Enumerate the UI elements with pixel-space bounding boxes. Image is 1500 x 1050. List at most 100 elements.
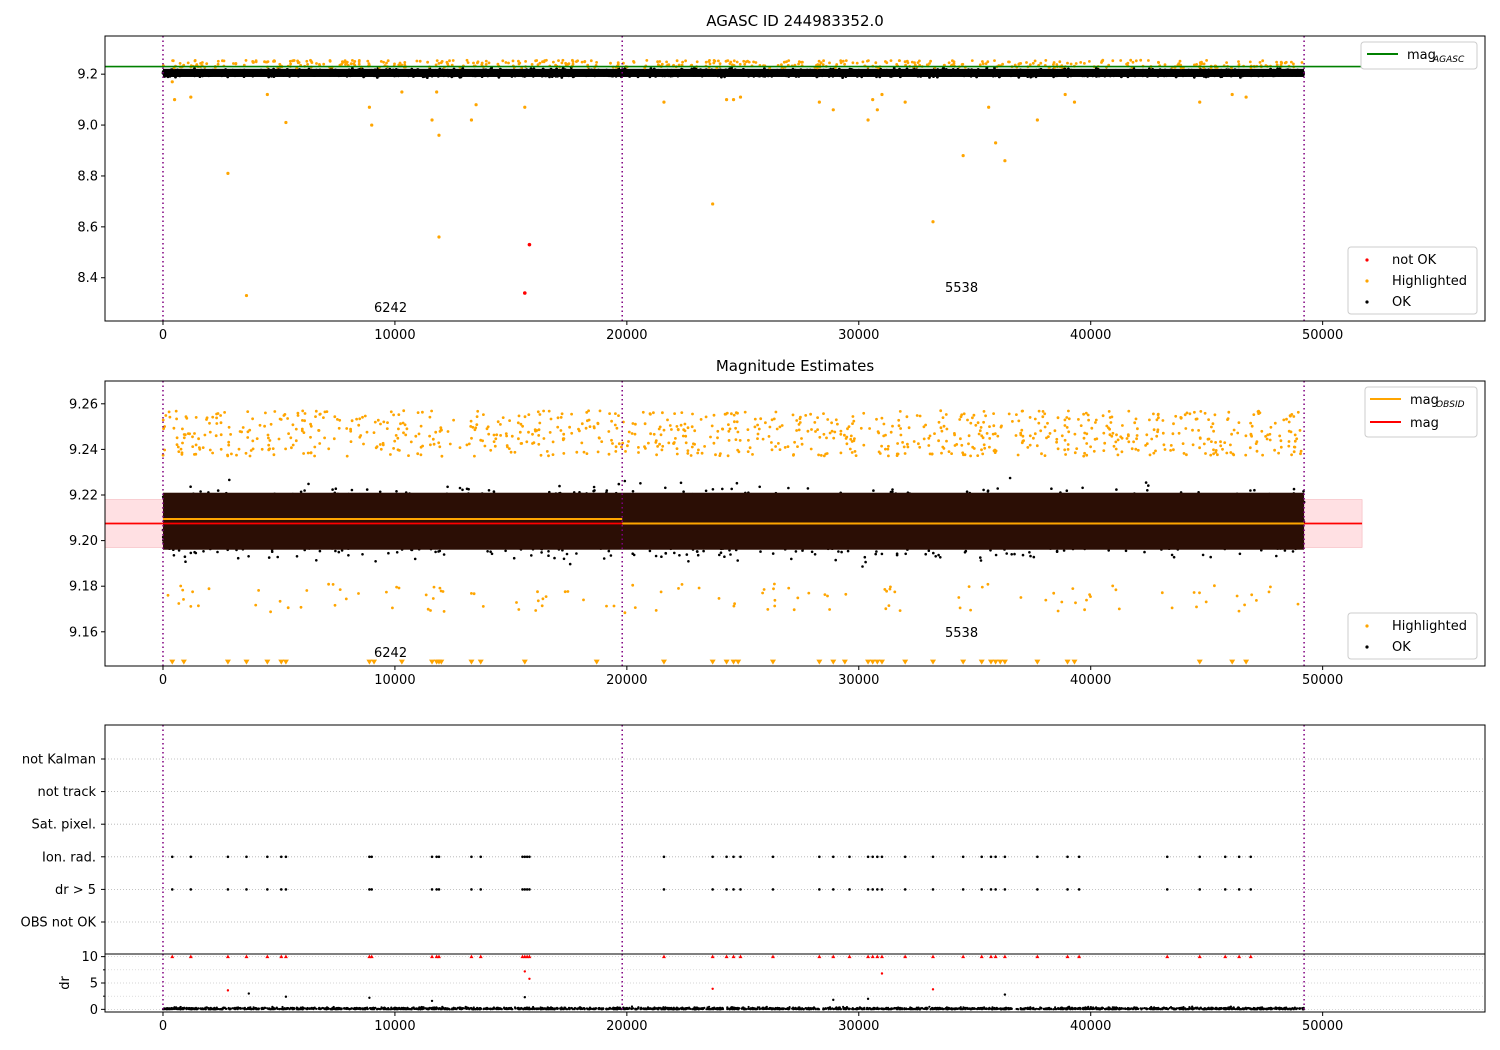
highlighted-point (738, 95, 743, 99)
highlighted-point (1028, 63, 1032, 66)
ok-point (446, 485, 449, 489)
ok-point (623, 479, 627, 483)
highlighted-point (1290, 60, 1293, 64)
highlighted-point (310, 61, 314, 64)
highlighted-point (538, 61, 542, 65)
highlighted-point (1283, 61, 1287, 65)
highlighted-point (557, 59, 560, 62)
highlighted-point (1035, 118, 1039, 122)
highlighted-point (178, 62, 182, 65)
highlighted-point (437, 235, 441, 239)
highlighted-point (524, 60, 527, 63)
highlighted-point (474, 103, 478, 107)
highlighted-point (340, 62, 343, 66)
ok-point (711, 488, 715, 491)
highlighted-point (1066, 61, 1069, 65)
ok-point (617, 482, 621, 486)
highlighted-point (170, 80, 174, 84)
highlighted-point (656, 60, 659, 64)
highlighted-point (511, 59, 515, 63)
legend-label-highlighted-top: Highlighted (1392, 274, 1467, 289)
highlighted-point (895, 63, 899, 66)
highlighted-point (735, 60, 739, 64)
highlighted-point (484, 63, 488, 66)
highlighted-point (782, 60, 786, 64)
highlighted-point (403, 61, 407, 64)
highlighted-point (717, 59, 720, 63)
highlighted-point (1119, 59, 1123, 62)
chart-title-agasc: AGASC ID 244983352.0 (706, 12, 884, 30)
highlighted-point (742, 59, 746, 63)
ok-point (592, 485, 596, 489)
highlighted-point (172, 98, 177, 102)
agasc-y-tick-label: 9.2 (77, 68, 98, 83)
agasc-x-tick-label: 50000 (1302, 328, 1343, 343)
highlighted-point (561, 58, 565, 62)
highlighted-point (263, 60, 266, 64)
highlighted-point (981, 60, 984, 63)
highlighted-point (367, 62, 371, 66)
highlighted-point (645, 59, 649, 62)
legend-label-mag: mag (1407, 48, 1436, 63)
highlighted-point (476, 61, 479, 65)
highlighted-point (1134, 59, 1138, 63)
highlighted-point (828, 61, 831, 65)
highlighted-point (1261, 59, 1265, 63)
highlighted-point (831, 108, 835, 112)
agasc-x-tick-label: 20000 (606, 328, 647, 343)
highlighted-point (545, 58, 548, 62)
highlighted-point (660, 62, 664, 66)
highlighted-point (903, 60, 907, 64)
highlighted-point (567, 62, 571, 65)
highlighted-point (469, 118, 474, 122)
highlighted-point (480, 63, 484, 66)
ok-point (562, 557, 566, 561)
highlighted-point (906, 61, 910, 65)
ok-point (982, 488, 985, 492)
highlighted-point (835, 63, 839, 66)
highlighted-point (234, 62, 238, 66)
agasc-background (105, 36, 1485, 321)
highlighted-point (400, 90, 404, 94)
ok-point (295, 555, 299, 558)
highlighted-point (889, 59, 893, 62)
highlighted-point (297, 61, 301, 64)
highlighted-point (731, 98, 736, 102)
highlighted-point (684, 59, 687, 63)
highlighted-point (1177, 62, 1181, 66)
ok-point (1172, 555, 1176, 559)
ok-point (840, 550, 843, 554)
not-ok-point (522, 291, 527, 295)
highlighted-point (662, 100, 666, 104)
chart-title-magnitude: Magnitude Estimates (716, 357, 874, 375)
highlighted-point (987, 105, 991, 109)
highlighted-point (1001, 62, 1004, 66)
highlighted-point (266, 60, 270, 63)
highlighted-point (437, 133, 441, 137)
highlighted-point (1008, 60, 1011, 64)
highlighted-point (318, 63, 321, 66)
highlighted-point (1195, 63, 1198, 66)
highlighted-point (718, 62, 722, 65)
highlighted-point (589, 59, 593, 63)
ok-point (631, 490, 635, 493)
legend-sub-agasc: AGASC (1432, 55, 1465, 65)
panel-agasc: AGASC ID 244983352.0 0 10000 20000 30000 400… (77, 12, 1486, 343)
highlighted-point (571, 58, 574, 62)
highlighted-point (357, 62, 361, 66)
highlighted-point (1248, 60, 1252, 64)
highlighted-point (1079, 61, 1083, 64)
highlighted-point (465, 58, 469, 62)
highlighted-point (1202, 62, 1206, 66)
highlighted-point (292, 59, 296, 62)
highlighted-point (216, 59, 220, 63)
highlighted-point (251, 61, 255, 64)
highlighted-point (305, 59, 309, 63)
highlighted-point (1237, 63, 1241, 66)
legend-label-not-ok: not OK (1392, 253, 1437, 268)
highlighted-point (254, 59, 258, 62)
highlighted-point (366, 59, 370, 63)
highlighted-point (1074, 62, 1078, 65)
agasc-x-tick-label: 10000 (374, 328, 415, 343)
highlighted-point (743, 62, 747, 66)
